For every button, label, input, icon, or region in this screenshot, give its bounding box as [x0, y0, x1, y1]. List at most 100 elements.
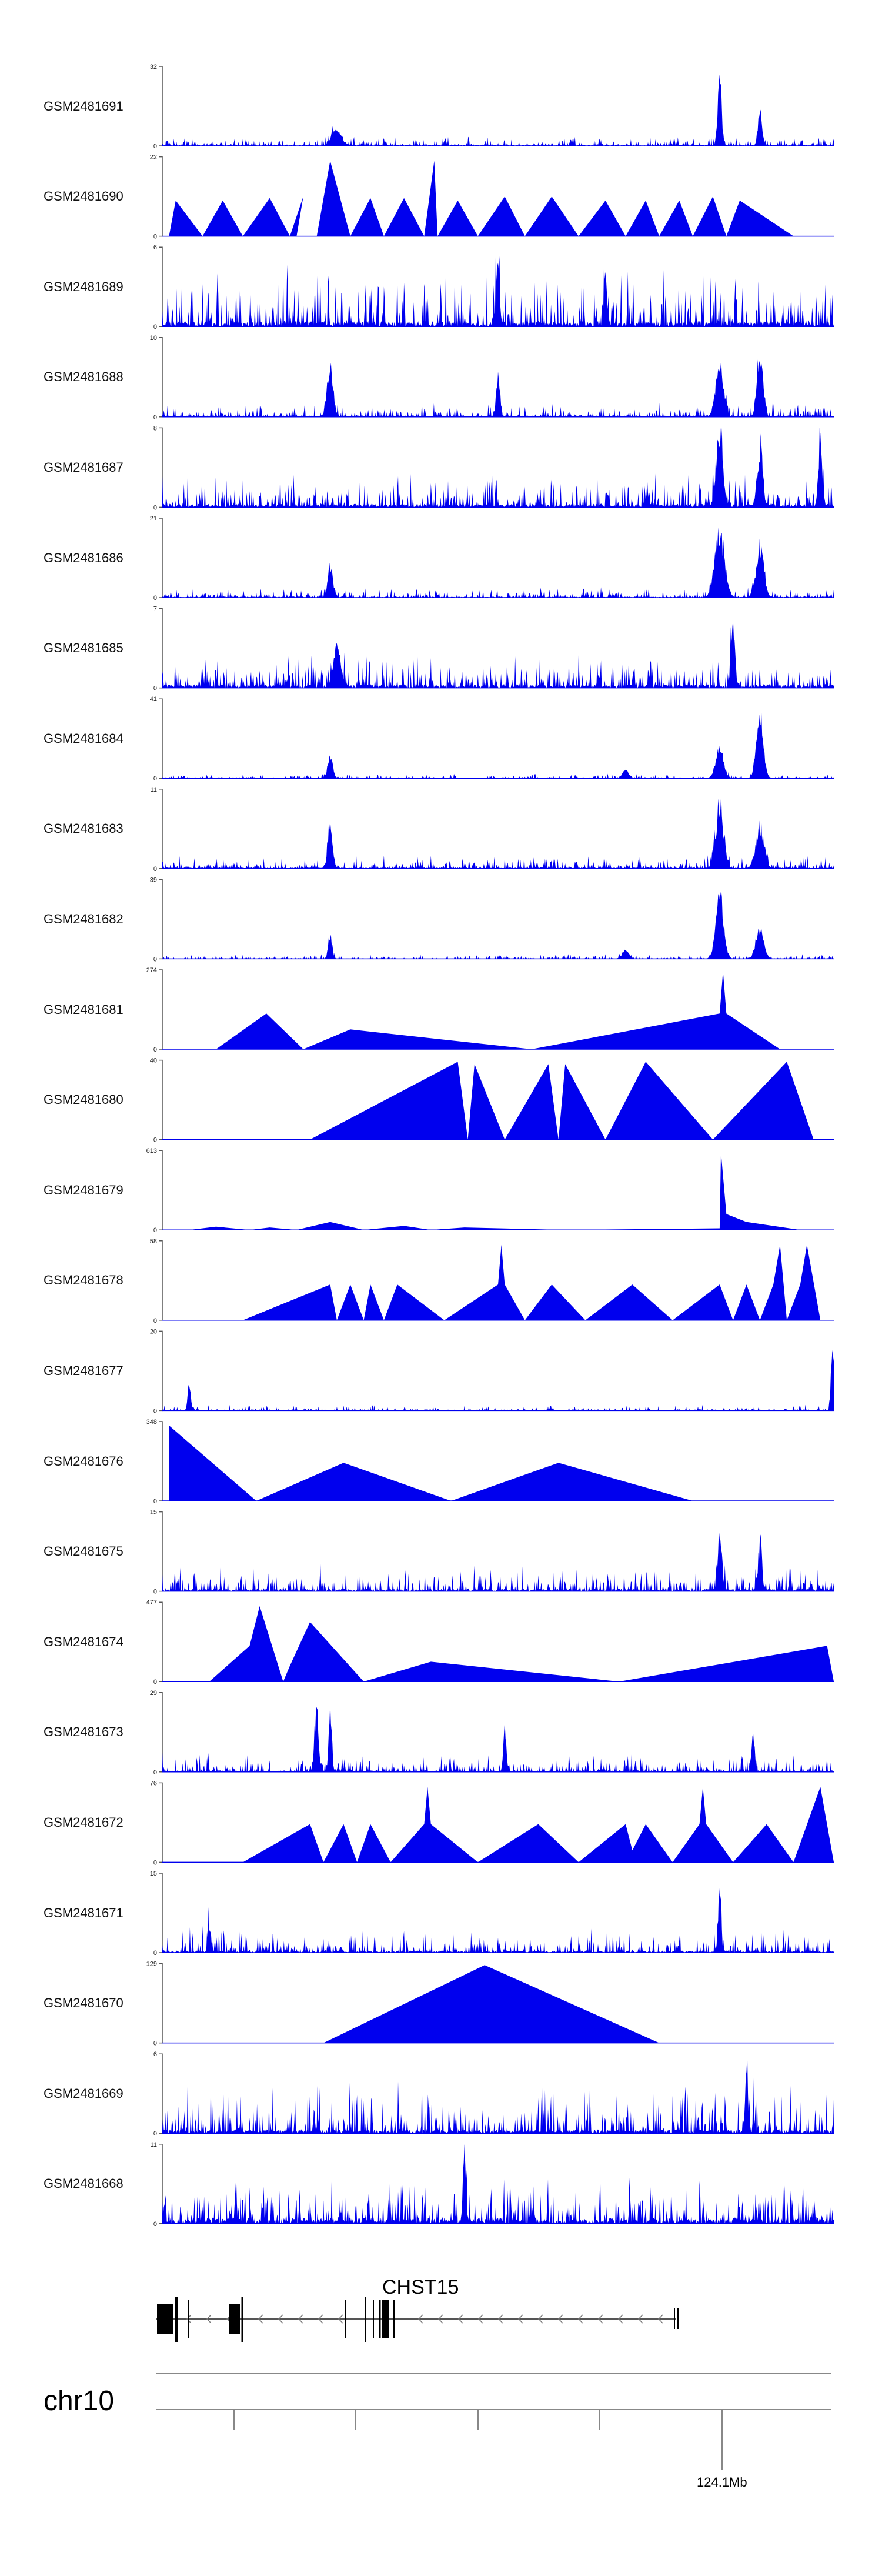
y-tick-max: 76	[150, 1780, 157, 1787]
y-tick-zero: 0	[153, 1950, 157, 1957]
track-label: GSM2481670	[44, 1996, 123, 2011]
y-tick-zero: 0	[153, 1407, 157, 1414]
track-label: GSM2481690	[44, 189, 123, 204]
track-label: GSM2481679	[44, 1182, 123, 1197]
track-label: GSM2481675	[44, 1544, 123, 1559]
track-GSM2481676: 348 0	[146, 1419, 834, 1505]
gene-exon-block	[229, 2304, 240, 2334]
coverage-area	[243, 1244, 821, 1320]
y-tick-max: 6	[153, 2051, 157, 2058]
y-tick-zero: 0	[153, 143, 157, 150]
coverage-area	[162, 619, 834, 688]
track-label: GSM2481674	[44, 1634, 123, 1649]
coverage-area	[162, 527, 834, 598]
coverage-area	[162, 890, 834, 959]
track-GSM2481688: 10 0	[150, 335, 834, 421]
y-axis	[159, 698, 163, 779]
chevron-icon	[338, 2314, 343, 2324]
y-tick-zero: 0	[153, 2221, 157, 2228]
track-GSM2481683: 11 0	[151, 786, 834, 873]
y-axis	[159, 1963, 163, 2044]
y-tick-zero: 0	[153, 1317, 157, 1324]
coverage-area	[189, 1152, 800, 1230]
y-tick-max: 32	[150, 64, 157, 71]
track-label: GSM2481682	[44, 911, 123, 926]
coverage-area	[162, 2144, 834, 2224]
track-GSM2481673: 29 0	[150, 1690, 834, 1776]
y-axis	[159, 1692, 163, 1773]
y-tick-zero: 0	[153, 1046, 157, 1053]
coverage-area	[216, 971, 780, 1049]
track-GSM2481669: 60	[153, 2051, 834, 2137]
track-GSM2481682: 39 0	[150, 876, 834, 963]
y-tick-max: 11	[151, 786, 157, 793]
y-tick-zero: 0	[153, 956, 157, 963]
coverage-area	[162, 794, 834, 869]
y-tick-max: 348	[146, 1419, 157, 1426]
y-axis	[159, 879, 163, 960]
coverage-area	[243, 1787, 834, 1863]
track-GSM2481677: 20 0	[150, 1328, 834, 1414]
chevron-icon	[557, 2314, 563, 2324]
track-GSM2481690: 22 0	[150, 154, 834, 241]
y-axis	[159, 427, 163, 508]
y-tick-max: 15	[150, 1509, 157, 1516]
chevron-icon	[186, 2314, 192, 2324]
y-tick-zero: 0	[153, 1859, 157, 1866]
chromosome-label: chr10	[44, 2385, 115, 2417]
y-tick-zero: 0	[153, 775, 157, 782]
y-axis	[159, 969, 163, 1050]
chevron-icon	[318, 2314, 323, 2324]
y-axis	[159, 1330, 163, 1412]
y-tick-max: 29	[150, 1690, 157, 1697]
track-GSM2481668: 11 0	[151, 2141, 834, 2228]
y-tick-max: 58	[150, 1238, 157, 1245]
y-tick-max: 6	[153, 244, 157, 251]
y-tick-max: 7	[153, 606, 157, 613]
y-tick-max: 41	[150, 696, 157, 703]
track-label: GSM2481685	[44, 640, 123, 656]
track-label: GSM2481689	[44, 279, 123, 294]
chevron-icon	[258, 2314, 263, 2324]
y-tick-zero: 0	[153, 414, 157, 421]
y-axis	[159, 1511, 163, 1592]
y-tick-zero: 0	[153, 1679, 157, 1686]
coverage-area	[323, 1965, 660, 2043]
track-GSM2481691: 32 0	[150, 64, 834, 150]
track-GSM2481672: 76 0	[150, 1780, 834, 1866]
y-tick-zero: 0	[153, 2040, 157, 2047]
track-label: GSM2481677	[44, 1363, 123, 1378]
track-GSM2481685: 70	[153, 606, 834, 692]
y-tick-max: 22	[150, 154, 157, 161]
coverage-area	[162, 1884, 834, 1953]
y-tick-zero: 0	[153, 1769, 157, 1776]
y-tick-zero: 0	[153, 1589, 157, 1596]
y-tick-zero: 0	[153, 1137, 157, 1144]
coverage-area	[162, 2054, 834, 2134]
track-GSM2481671: 15 0	[150, 1870, 834, 1957]
coverage-area	[169, 1425, 693, 1501]
y-axis	[159, 608, 163, 689]
y-axis	[159, 1601, 163, 1682]
coverage-area	[162, 1350, 834, 1411]
coverage-area	[162, 1702, 834, 1772]
chevron-icon	[537, 2314, 543, 2324]
y-axis	[159, 518, 163, 598]
y-tick-max: 21	[150, 515, 157, 522]
track-GSM2481678: 58 0	[150, 1238, 834, 1324]
coverage-area	[162, 710, 834, 779]
y-tick-max: 613	[146, 1147, 157, 1154]
chevron-icon	[517, 2314, 523, 2324]
track-label: GSM2481688	[44, 369, 123, 385]
track-label: GSM2481684	[44, 730, 123, 746]
track-GSM2481681: 274 0	[146, 967, 834, 1053]
y-axis	[159, 156, 163, 237]
track-GSM2481686: 21 0	[150, 515, 834, 602]
track-label: GSM2481676	[44, 1453, 123, 1469]
chevron-icon	[278, 2314, 283, 2324]
y-tick-zero: 0	[153, 685, 157, 692]
coverage-area	[162, 428, 834, 508]
y-axis	[159, 66, 163, 146]
y-tick-max: 8	[153, 425, 157, 432]
y-tick-zero: 0	[153, 866, 157, 873]
